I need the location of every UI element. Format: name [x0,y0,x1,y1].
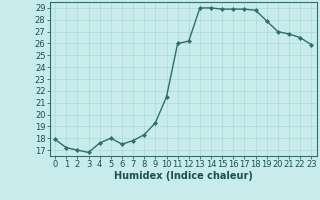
X-axis label: Humidex (Indice chaleur): Humidex (Indice chaleur) [114,171,252,181]
